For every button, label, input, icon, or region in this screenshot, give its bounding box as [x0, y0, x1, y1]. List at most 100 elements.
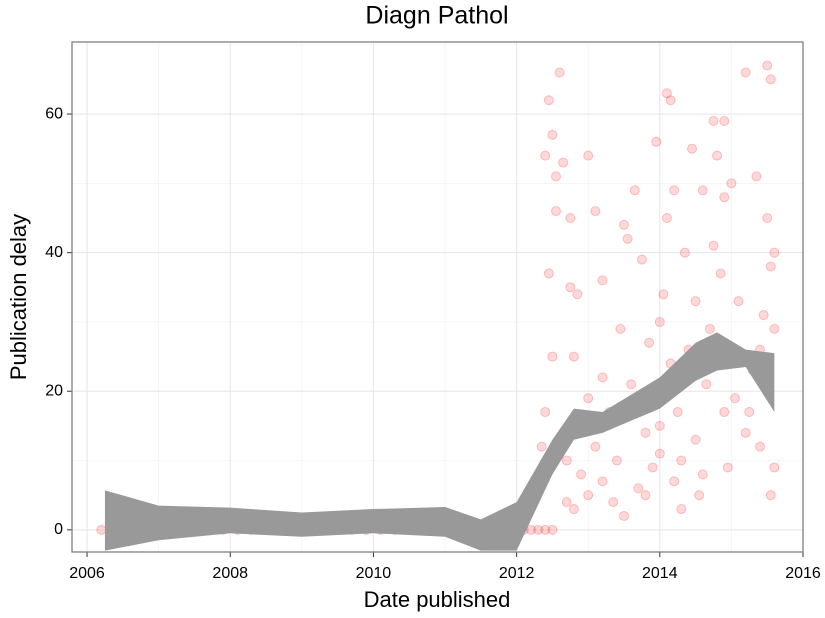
- point: [629, 185, 640, 196]
- point: [729, 393, 740, 404]
- point: [676, 504, 687, 515]
- confidence-ribbon: [104, 332, 775, 551]
- point: [694, 490, 705, 501]
- x-tick-label: 2008: [212, 565, 248, 582]
- point: [697, 469, 708, 480]
- point: [583, 490, 594, 501]
- point: [719, 115, 730, 126]
- point: [687, 143, 698, 154]
- point: [654, 316, 665, 327]
- point: [547, 524, 558, 535]
- plot-border: [71, 41, 804, 553]
- point: [622, 233, 633, 244]
- y-axis-label: Publication delay: [6, 214, 31, 380]
- x-tick-label: 2016: [785, 565, 821, 582]
- point: [715, 268, 726, 279]
- point: [608, 497, 619, 508]
- point: [740, 427, 751, 438]
- point: [626, 379, 637, 390]
- point: [565, 282, 576, 293]
- point: [676, 455, 687, 466]
- point: [697, 185, 708, 196]
- point: [547, 129, 558, 140]
- point: [576, 469, 587, 480]
- point: [704, 323, 715, 334]
- point: [654, 448, 665, 459]
- point: [540, 524, 551, 535]
- point: [661, 213, 672, 224]
- point: [719, 192, 730, 203]
- point: [543, 95, 554, 106]
- x-axis-label: Date published: [364, 587, 511, 612]
- point: [550, 171, 561, 182]
- y-tick-label: 60: [45, 105, 63, 122]
- point: [597, 476, 608, 487]
- point: [633, 483, 644, 494]
- point: [525, 524, 536, 535]
- point: [765, 261, 776, 272]
- point: [583, 150, 594, 161]
- point: [615, 323, 626, 334]
- point: [755, 441, 766, 452]
- point: [701, 379, 712, 390]
- point: [611, 455, 622, 466]
- point: [640, 490, 651, 501]
- point: [661, 88, 672, 99]
- point: [769, 462, 780, 473]
- point: [765, 490, 776, 501]
- point: [543, 268, 554, 279]
- point: [636, 254, 647, 265]
- y-tick-label: 0: [54, 521, 63, 538]
- point: [762, 60, 773, 71]
- point: [765, 74, 776, 85]
- point: [669, 185, 680, 196]
- point: [726, 178, 737, 189]
- point: [690, 296, 701, 307]
- point: [565, 213, 576, 224]
- point: [583, 393, 594, 404]
- x-tick-label: 2014: [642, 565, 678, 582]
- point: [568, 504, 579, 515]
- point: [533, 524, 544, 535]
- point: [572, 289, 583, 300]
- point: [597, 372, 608, 383]
- point: [762, 213, 773, 224]
- point: [719, 407, 730, 418]
- point: [751, 171, 762, 182]
- point: [558, 157, 569, 168]
- point: [644, 337, 655, 348]
- point: [540, 407, 551, 418]
- point: [769, 323, 780, 334]
- point: [547, 351, 558, 362]
- point: [561, 455, 572, 466]
- point: [740, 67, 751, 78]
- point: [590, 206, 601, 217]
- point: [708, 115, 719, 126]
- point: [554, 67, 565, 78]
- point: [744, 407, 755, 418]
- point: [568, 351, 579, 362]
- point: [550, 206, 561, 217]
- point: [769, 247, 780, 258]
- point: [619, 219, 630, 230]
- point: [758, 310, 769, 321]
- point: [690, 434, 701, 445]
- chart-title: Diagn Pathol: [365, 2, 508, 30]
- point: [708, 240, 719, 251]
- x-tick-label: 2006: [69, 565, 105, 582]
- point: [654, 420, 665, 431]
- point: [651, 136, 662, 147]
- point: [672, 407, 683, 418]
- point: [733, 296, 744, 307]
- point: [669, 476, 680, 487]
- point: [679, 247, 690, 258]
- point: [540, 150, 551, 161]
- point: [590, 441, 601, 452]
- point: [658, 289, 669, 300]
- point: [722, 462, 733, 473]
- point: [561, 497, 572, 508]
- point: [96, 524, 107, 535]
- y-tick-label: 40: [45, 244, 63, 261]
- x-tick-label: 2012: [499, 565, 535, 582]
